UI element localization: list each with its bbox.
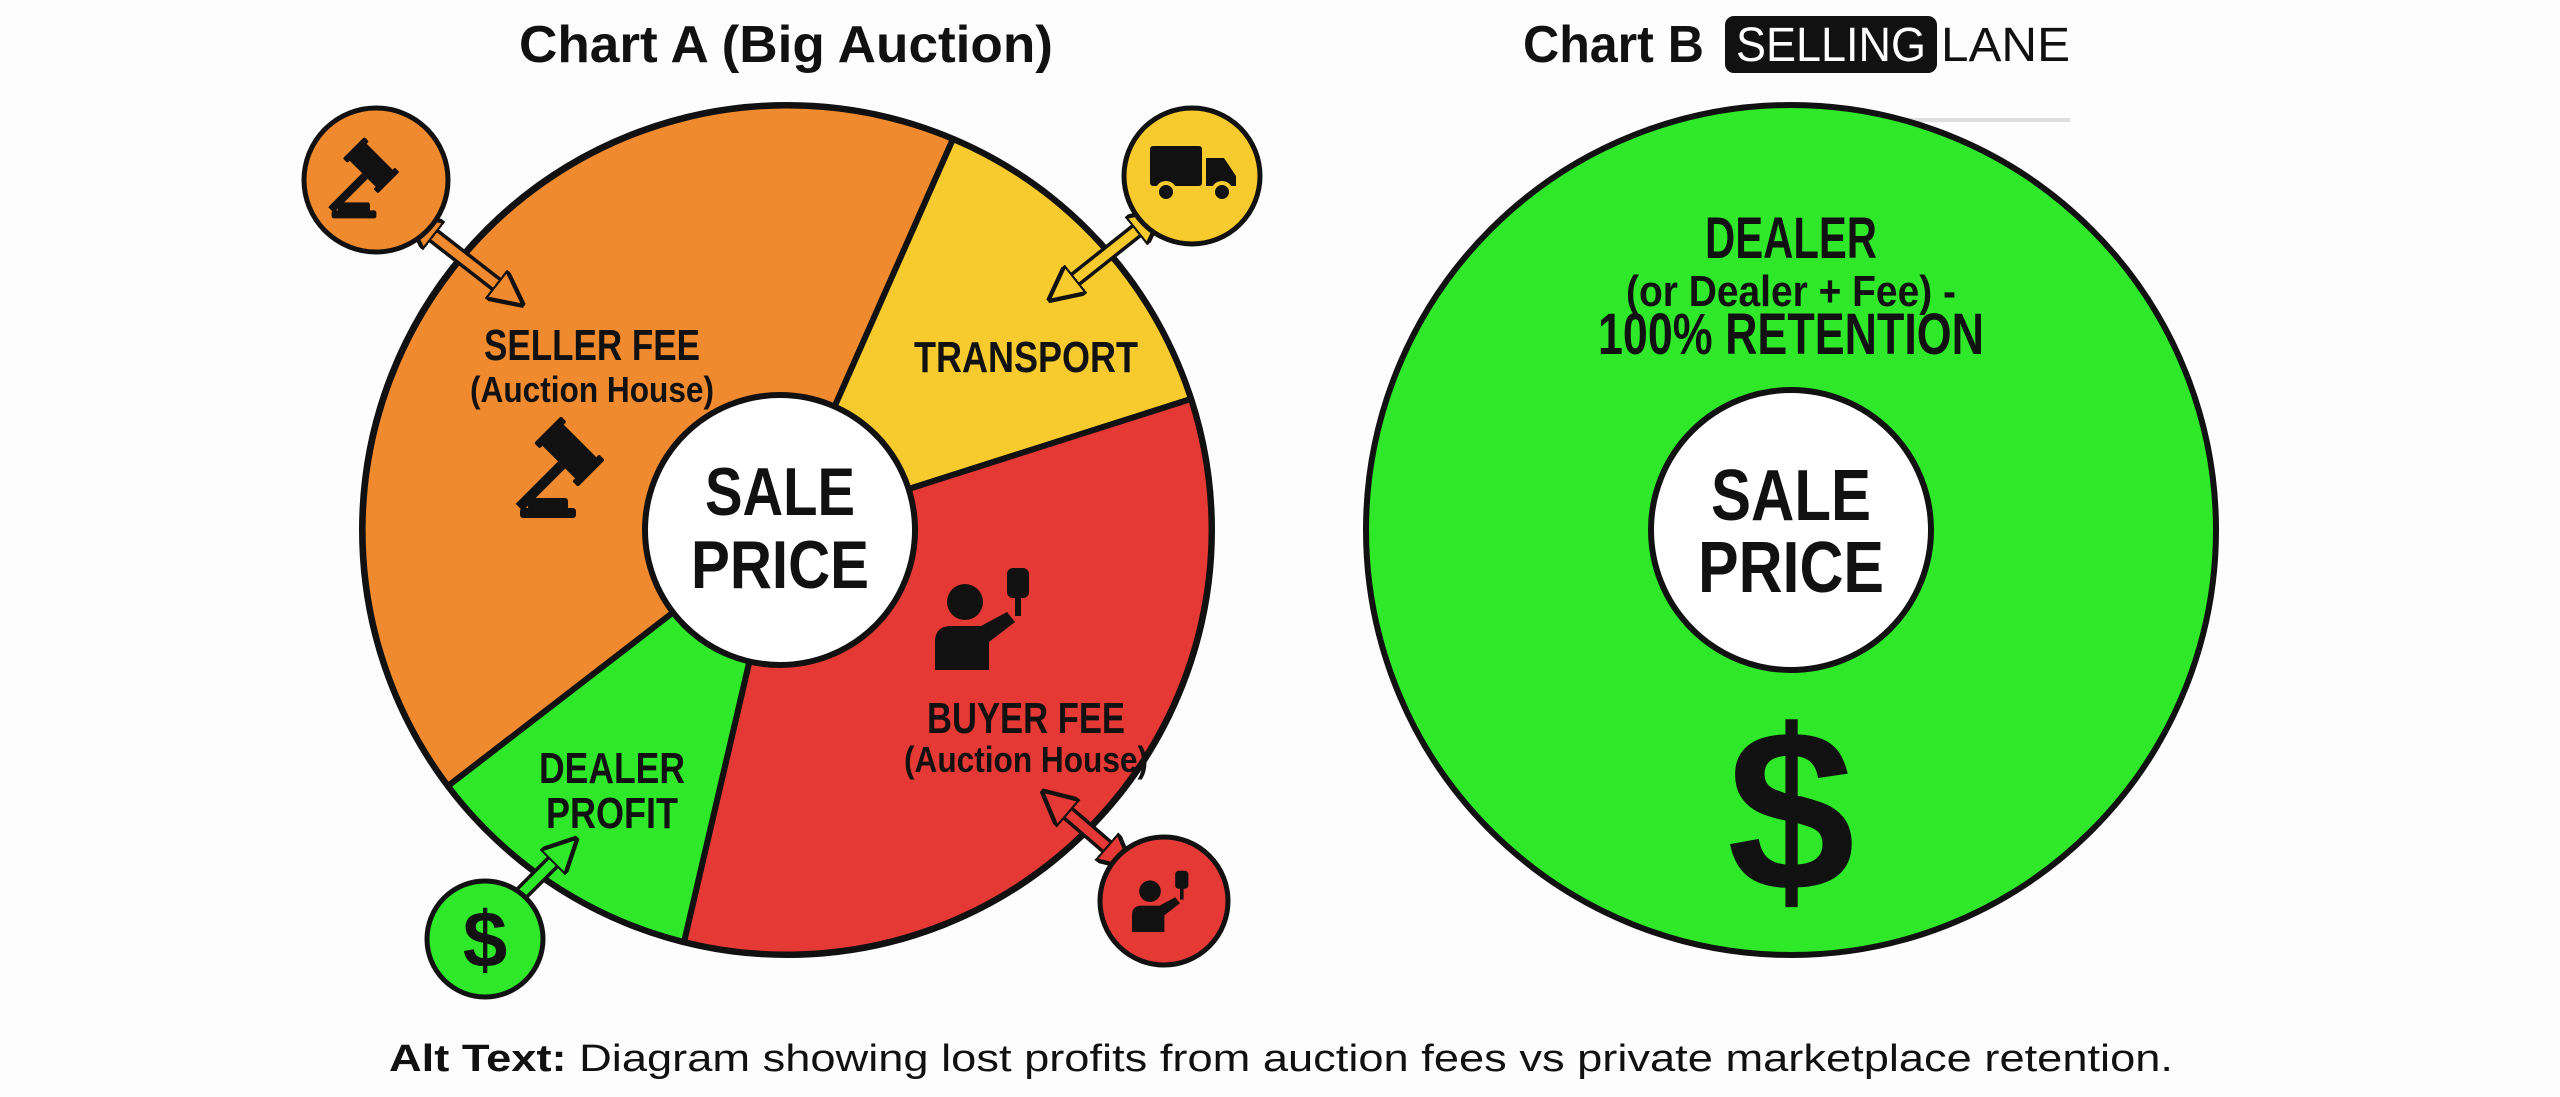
dealer-retention-line2: (or Dealer + Fee) - bbox=[1626, 267, 1956, 316]
caption-label: Alt Text: bbox=[389, 1038, 567, 1080]
bidder-icon bbox=[935, 568, 1029, 670]
chart-a-title: Chart A (Big Auction) bbox=[519, 16, 1053, 74]
transport-label: TRANSPORT bbox=[914, 333, 1138, 382]
dealer-profit-label-line2: PROFIT bbox=[546, 789, 678, 838]
svg-text:SELLING: SELLING bbox=[1736, 19, 1926, 72]
chart-b bbox=[1363, 102, 2219, 958]
seller-fee-callout bbox=[301, 105, 510, 295]
sale-price-hub bbox=[1648, 387, 1934, 673]
dealer-profit-label-line1: DEALER bbox=[539, 744, 685, 793]
sellinglane-logo: SELLING LANE bbox=[1725, 16, 2070, 122]
caption-text: Diagram showing lost profits from auctio… bbox=[567, 1038, 2173, 1080]
seller-fee-sublabel: (Auction House) bbox=[470, 369, 714, 410]
transport-callout bbox=[1062, 105, 1263, 290]
dealer-profit-callout: $ bbox=[424, 850, 565, 1000]
chart-a-center-line2: PRICE bbox=[691, 527, 869, 603]
bidder-icon bbox=[1132, 870, 1189, 932]
buyer-fee-sublabel: (Auction House) bbox=[904, 739, 1148, 780]
dollar-icon: $ bbox=[1727, 682, 1855, 939]
chart-b-center-line2: PRICE bbox=[1698, 528, 1884, 608]
buyer-fee-label: BUYER FEE bbox=[927, 694, 1125, 743]
gavel-icon bbox=[328, 137, 399, 219]
buyer-fee-callout bbox=[1055, 802, 1231, 968]
caption: Alt Text: Diagram showing lost profits f… bbox=[389, 1038, 2173, 1080]
chart-b-title: Chart B bbox=[1523, 16, 1704, 74]
sale-price-hub bbox=[642, 392, 918, 668]
chart-b-center-line1: SALE bbox=[1711, 456, 1871, 536]
chart-a-center-line1: SALE bbox=[705, 454, 855, 530]
gavel-icon bbox=[515, 416, 604, 518]
svg-text:LANE: LANE bbox=[1941, 19, 2070, 72]
dealer-retention-line3: 100% RETENTION bbox=[1598, 302, 1984, 367]
truck-icon bbox=[1150, 146, 1236, 203]
seller-fee-label: SELLER FEE bbox=[484, 321, 700, 370]
dealer-retention-line1: DEALER bbox=[1705, 206, 1877, 271]
dollar-icon: $ bbox=[463, 895, 508, 984]
